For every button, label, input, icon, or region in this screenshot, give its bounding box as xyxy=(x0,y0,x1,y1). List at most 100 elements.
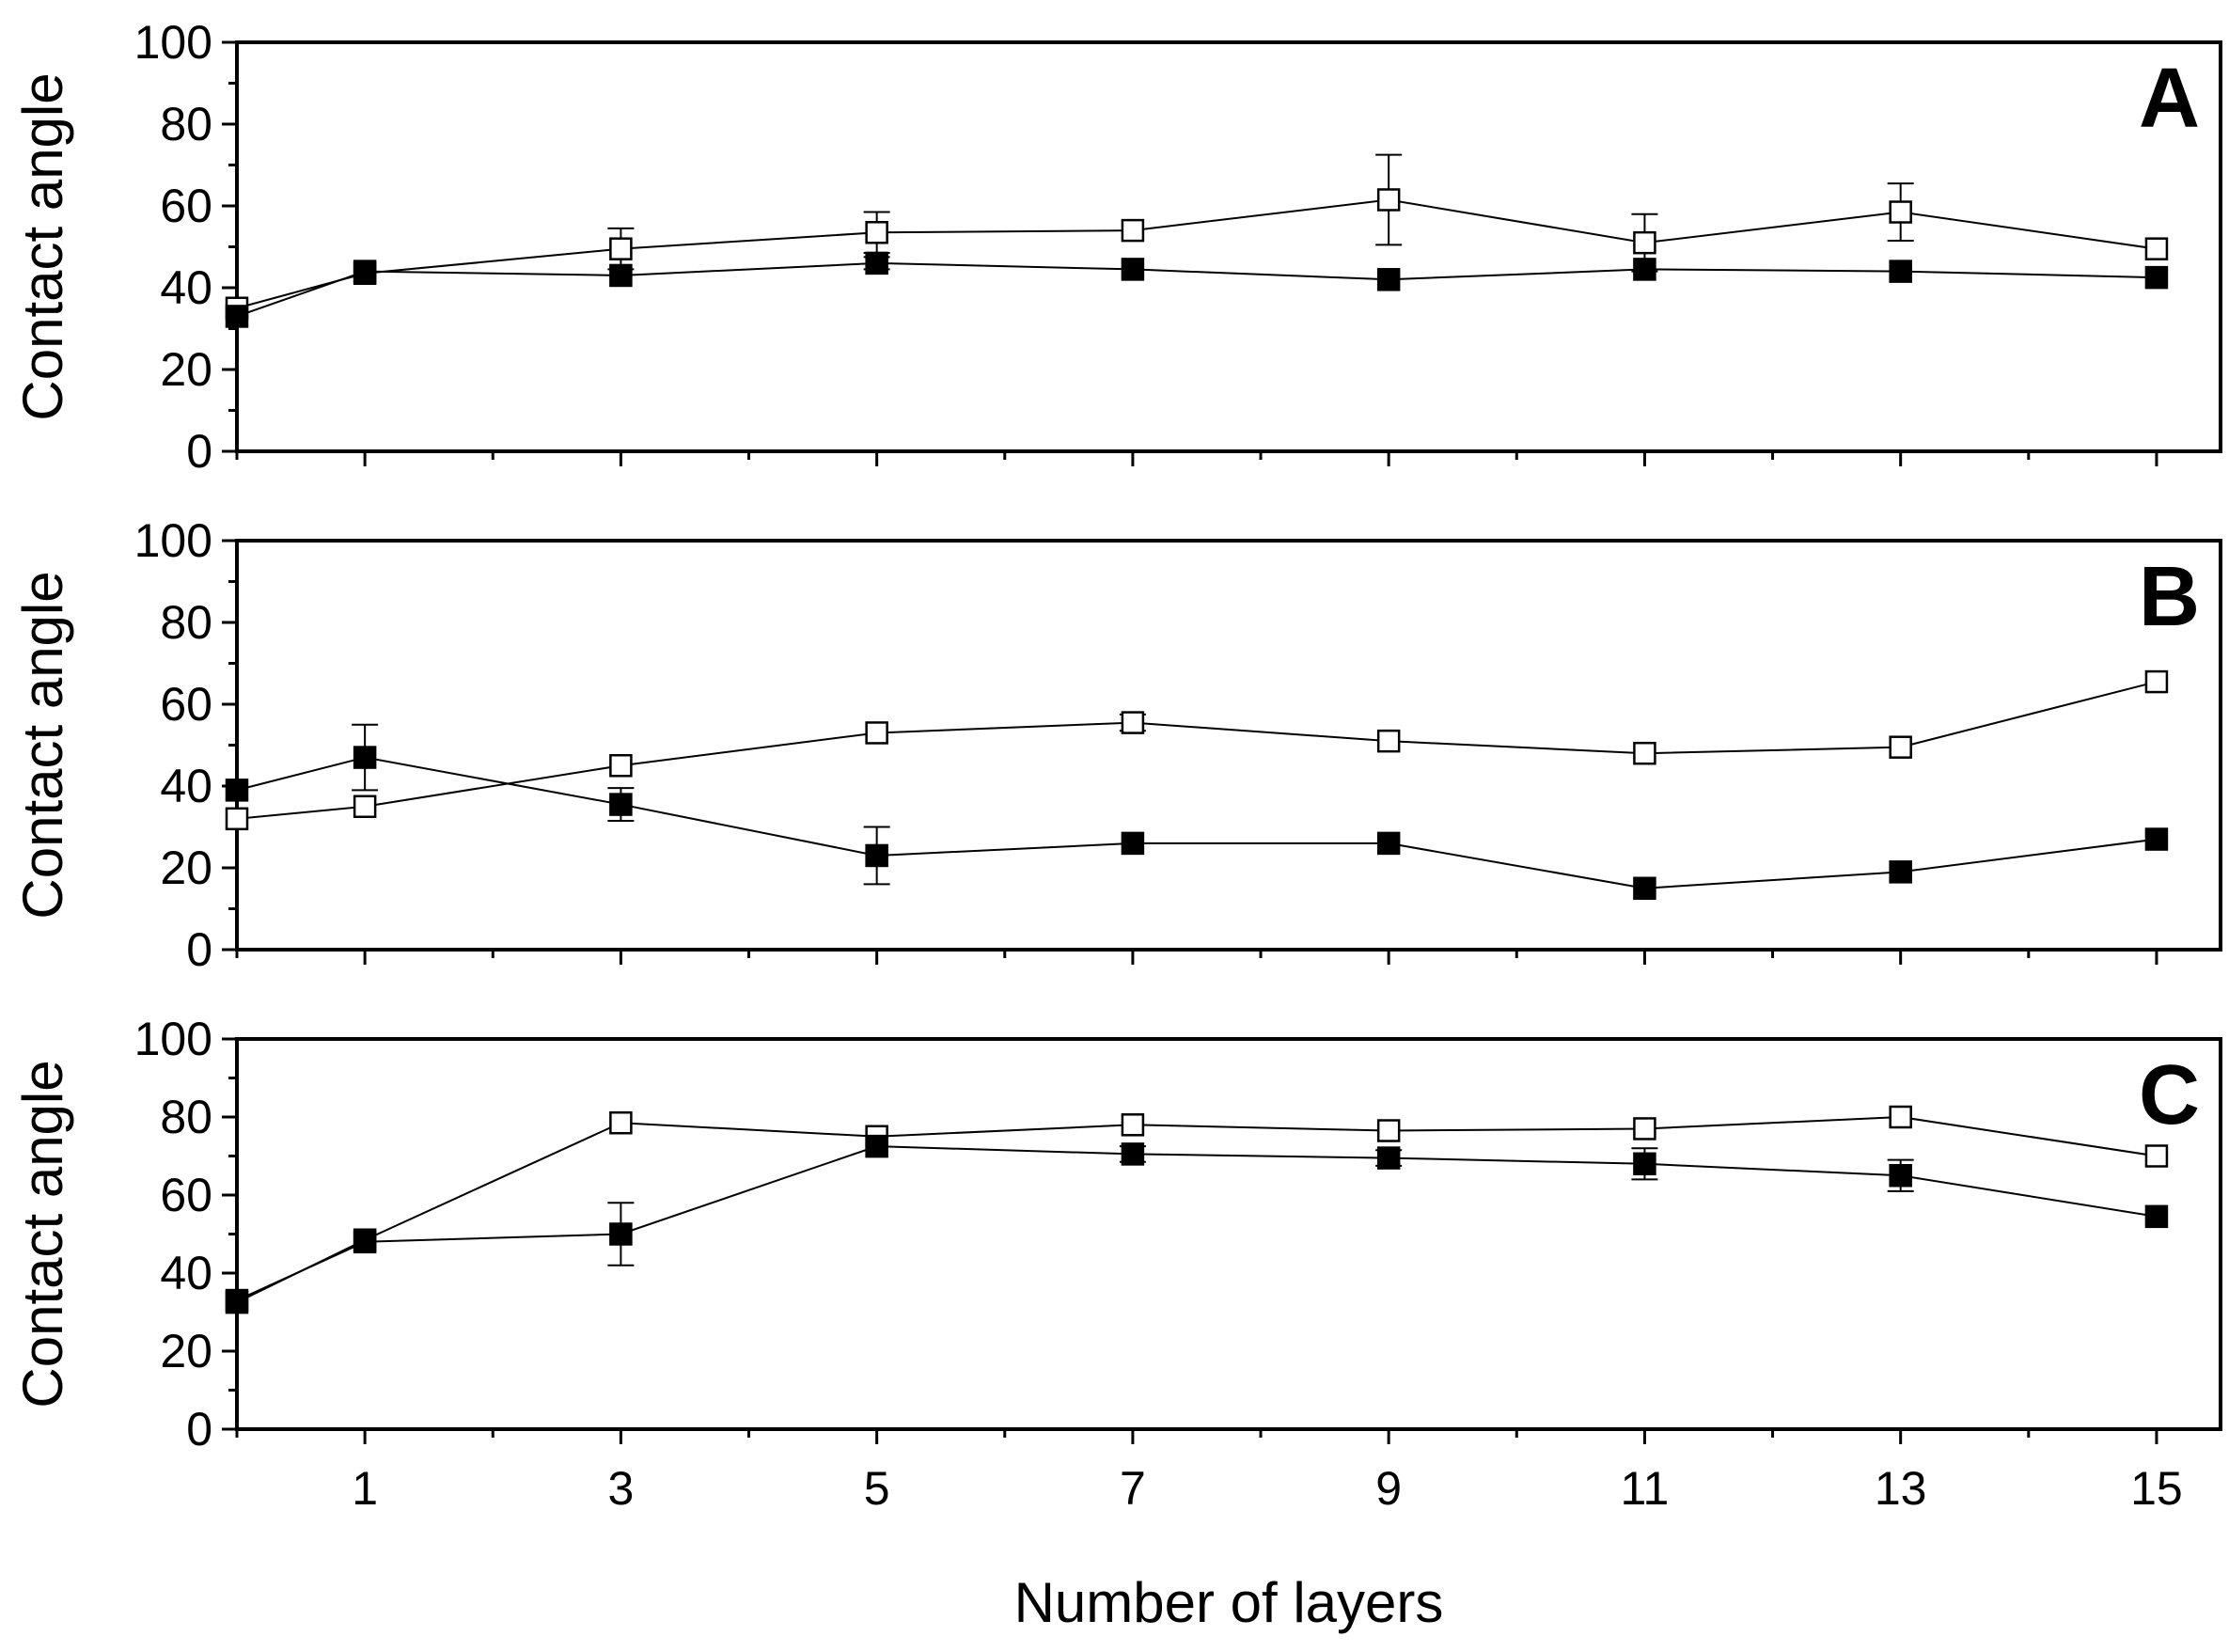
y-tick-label: 40 xyxy=(160,760,212,812)
data-point-filled xyxy=(2144,265,2169,290)
y-tick-label: 20 xyxy=(160,1325,212,1377)
y-tick-label: 40 xyxy=(160,1247,212,1299)
panel-letter: C xyxy=(2139,1048,2200,1142)
series-line xyxy=(236,1115,2158,1304)
y-tick-label: 100 xyxy=(134,1013,212,1065)
data-point-filled xyxy=(1121,831,1145,856)
y-tick-label: 0 xyxy=(186,425,212,478)
data-point-filled xyxy=(1889,260,1912,283)
data-point-open xyxy=(865,721,888,745)
data-point-open xyxy=(1376,188,1401,212)
data-point-open xyxy=(1889,200,1912,224)
data-point-filled xyxy=(1376,831,1401,856)
panels: 0 20 40 60 80 100 Contact angle A 0 20 40 60 80 100 Co… xyxy=(11,16,2222,1515)
data-point-open xyxy=(1121,711,1145,734)
data-point-open xyxy=(1633,230,1656,255)
y-axis-title: Contact angle xyxy=(11,571,74,919)
series-filled-squares xyxy=(225,1134,2169,1313)
y-axis-title: Contact angle xyxy=(11,72,74,420)
y-tick-label: 80 xyxy=(160,1091,212,1143)
data-point-filled xyxy=(865,1134,888,1158)
y-tick-label: 60 xyxy=(160,180,212,232)
y-tick-label: 40 xyxy=(160,261,212,314)
data-point-filled xyxy=(1889,1164,1912,1188)
data-point-filled xyxy=(353,746,377,769)
data-point-filled xyxy=(225,779,249,802)
data-point-open xyxy=(1121,218,1145,243)
data-point-open xyxy=(609,1110,633,1135)
data-point-filled xyxy=(1121,258,1145,281)
data-point-open xyxy=(2144,237,2169,260)
data-point-open xyxy=(2144,1144,2169,1168)
data-point-filled xyxy=(865,251,888,275)
data-point-open xyxy=(609,237,633,260)
x-tick-label: 15 xyxy=(2130,1462,2183,1515)
data-point-open xyxy=(1376,1119,1401,1142)
data-point-filled xyxy=(609,793,633,816)
series-open-squares xyxy=(225,153,2169,320)
data-point-filled xyxy=(1376,268,1401,291)
y-tick-label: 60 xyxy=(160,678,212,731)
x-axis-title: Number of layers xyxy=(1014,1571,1444,1634)
data-point-filled xyxy=(1633,876,1656,900)
x-tick-label: 13 xyxy=(1875,1462,1927,1515)
data-point-filled xyxy=(353,260,377,283)
y-tick-label: 20 xyxy=(160,842,212,894)
series-line xyxy=(236,681,2158,820)
data-point-filled xyxy=(1633,258,1656,281)
plot-frame xyxy=(235,539,2222,952)
x-tick-label: 1 xyxy=(352,1462,378,1515)
data-point-filled xyxy=(609,263,633,288)
panel-letter: A xyxy=(2139,52,2200,146)
data-point-filled xyxy=(1376,1146,1401,1170)
series-filled-squares xyxy=(225,251,2169,328)
data-point-open xyxy=(1633,1117,1656,1141)
data-point-open xyxy=(1889,1105,1912,1129)
series-line xyxy=(236,1145,2158,1301)
x-tick-label: 7 xyxy=(1120,1462,1146,1515)
panel-a: 0 20 40 60 80 100 Contact angle A xyxy=(11,16,2222,478)
data-point-open xyxy=(1889,735,1912,759)
data-point-filled xyxy=(1121,1142,1145,1166)
data-point-filled xyxy=(225,1288,249,1313)
data-point-filled xyxy=(1889,860,1912,884)
x-tick-label: 9 xyxy=(1375,1462,1402,1515)
panel-letter: B xyxy=(2139,550,2200,644)
series-line xyxy=(236,756,2158,889)
x-tick-label: 5 xyxy=(864,1462,890,1515)
data-point-filled xyxy=(865,843,888,868)
data-point-filled xyxy=(609,1222,633,1246)
data-point-open xyxy=(1121,1113,1145,1137)
panel-b: 0 20 40 60 80 100 Contact angle B xyxy=(11,514,2222,976)
series-open-squares xyxy=(225,1105,2169,1314)
y-tick-label: 60 xyxy=(160,1169,212,1221)
data-point-filled xyxy=(2144,1204,2169,1229)
series-open-squares xyxy=(225,669,2169,831)
data-point-open xyxy=(865,221,888,244)
x-tick-label: 11 xyxy=(1620,1462,1669,1515)
data-point-open xyxy=(1376,729,1401,753)
series-line xyxy=(236,198,2158,309)
data-point-open xyxy=(225,807,249,831)
y-tick-label: 100 xyxy=(134,514,212,567)
y-tick-label: 0 xyxy=(186,923,212,976)
data-point-filled xyxy=(353,1230,377,1254)
plot-frame xyxy=(235,1037,2222,1431)
data-point-open xyxy=(353,795,377,818)
y-tick-label: 80 xyxy=(160,596,212,649)
data-point-filled xyxy=(2144,827,2169,851)
y-tick-label: 100 xyxy=(134,16,212,69)
y-tick-label: 20 xyxy=(160,343,212,396)
series-filled-squares xyxy=(225,723,2169,900)
data-point-filled xyxy=(225,305,249,328)
x-tick-label: 3 xyxy=(607,1462,634,1515)
data-point-filled xyxy=(1633,1152,1656,1176)
y-tick-label: 80 xyxy=(160,98,212,150)
y-axis-title: Contact angle xyxy=(11,1060,74,1408)
data-point-open xyxy=(2144,669,2169,694)
y-tick-label: 0 xyxy=(186,1403,212,1455)
data-point-open xyxy=(1633,741,1656,765)
data-point-open xyxy=(609,754,633,778)
